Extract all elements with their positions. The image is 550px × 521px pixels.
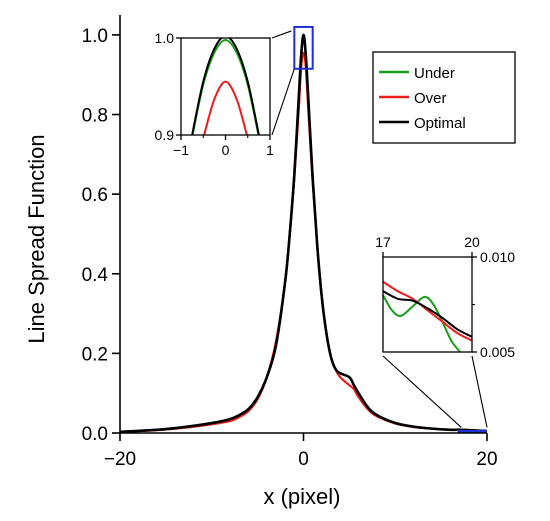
legend-label-under: Under [414, 65, 455, 82]
peak-zoom-box [293, 25, 314, 70]
inset-line-optimal [383, 290, 472, 338]
x-tick-label: −20 [104, 449, 136, 470]
inset-line-over [383, 280, 472, 342]
inset-y-tick-label: 1.0 [155, 30, 175, 46]
inset-background [383, 257, 472, 352]
main-curves [119, 33, 488, 434]
y-axis-title: Line Spread Function [24, 134, 49, 343]
inset-y-tick-label: 0.005 [480, 344, 515, 360]
x-axis-title: x (pixel) [263, 484, 340, 509]
tail-connector-left [382, 355, 462, 428]
y-tick-label: 0.4 [82, 265, 109, 286]
inset-y-tick-label: 0.010 [480, 249, 515, 265]
y-tick-label: 0.8 [82, 106, 108, 127]
legend-label-optimal: Optimal [414, 115, 466, 132]
inset-peak-zoom: −1 0 1 0.9 1.0 [155, 30, 275, 158]
inset-x-tick-label: 17 [375, 234, 391, 250]
x-tick-label: 0 [298, 449, 309, 470]
inset-tail-zoom: 17 20 0.005 0.010 [375, 234, 515, 360]
main-axes: 0.0 0.2 0.4 0.6 0.8 1.0 −20 0 20 [82, 15, 498, 470]
inset-x-tick-label: 1 [266, 142, 274, 158]
inset-curves [191, 38, 260, 135]
peak-connector-bottom [271, 68, 295, 136]
inset-x-tick-label: 20 [464, 234, 480, 250]
legend-label-over: Over [414, 90, 447, 107]
inset-curves [383, 280, 472, 352]
y-tick-label: 0.6 [82, 185, 108, 206]
x-tick-label: 20 [476, 449, 497, 470]
inset-x-tick-label: 0 [222, 142, 230, 158]
inset-line-over [203, 80, 248, 135]
zoom-indicators [271, 25, 488, 428]
inset-x-tick-label: −1 [173, 142, 189, 158]
legend: Under Over Optimal [372, 51, 516, 144]
inset-line-optimal [191, 38, 260, 135]
inset-line-under [383, 294, 461, 352]
y-tick-label: 1.0 [82, 26, 108, 47]
series-line-optimal [119, 33, 488, 434]
y-tick-label: 0.0 [82, 424, 108, 445]
y-tick-label: 0.2 [82, 344, 108, 365]
peak-connector-top [271, 30, 292, 39]
tail-connector-right [471, 355, 488, 428]
inset-y-tick-label: 0.9 [155, 127, 175, 143]
main-plot-area: 0.0 0.2 0.4 0.6 0.8 1.0 −20 0 20 [82, 15, 498, 470]
